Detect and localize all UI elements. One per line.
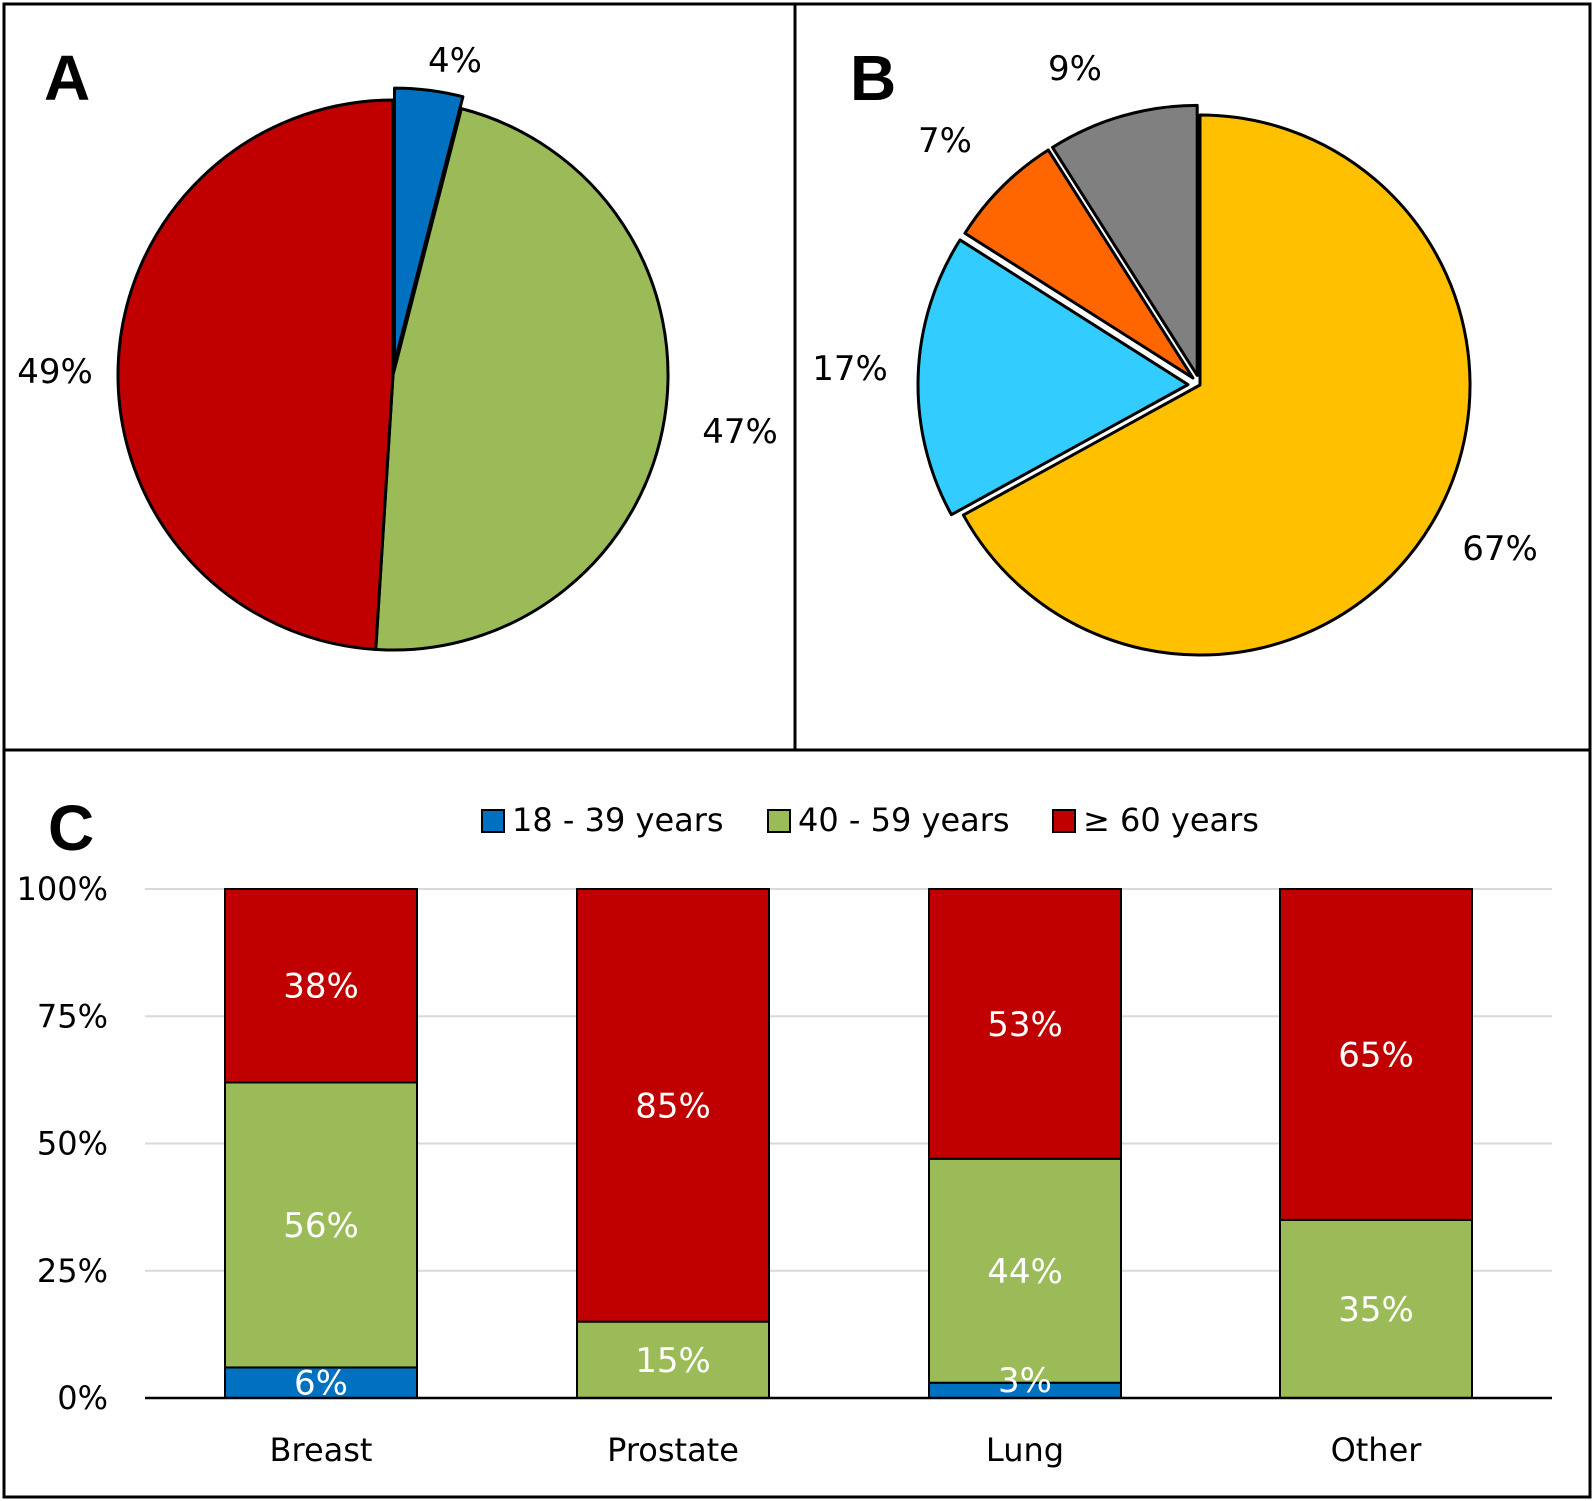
pie-slice-lung bbox=[963, 148, 1195, 380]
x-tick-label-lung: Lung bbox=[986, 1431, 1064, 1469]
legend-label-c-ge-60-years: ≥ 60 years bbox=[1083, 801, 1259, 839]
pie-label-other: 9% bbox=[1048, 49, 1102, 89]
axis-c: 0% 25% 50% 75% 100% Breast Prostate Lung Other bbox=[17, 870, 1552, 1469]
legend-c: 18 - 39 years 40 - 59 years ≥ 60 years bbox=[481, 801, 1259, 839]
y-tick-label: 75% bbox=[37, 997, 108, 1035]
pie-label-breast: 67% bbox=[1462, 529, 1538, 569]
legend-swatch-c-18-39-years bbox=[481, 809, 505, 833]
pie-label-ge-60-years: 49% bbox=[17, 352, 93, 392]
x-tick-label-other: Other bbox=[1331, 1431, 1423, 1469]
bar-segment-other-ge-60-years bbox=[1279, 888, 1473, 1221]
panel-b: B 67% 17% 7% 9% bbox=[812, 42, 1538, 657]
y-tick-label: 25% bbox=[37, 1252, 108, 1290]
pie-slice-other bbox=[1051, 103, 1199, 377]
bar-label-other-ge-60-years: 65% bbox=[1338, 1035, 1414, 1075]
pie-slice-breast bbox=[961, 113, 1472, 657]
bar-segment-breast-40-59-years bbox=[224, 1081, 418, 1369]
bar-segment-lung-ge-60-years bbox=[928, 888, 1122, 1160]
panel-a: A 4% 47% 49% bbox=[17, 41, 778, 652]
pie-slice-ge-60-years bbox=[116, 98, 395, 651]
pie-slice-prostate bbox=[916, 238, 1190, 517]
bar-label-breast-ge-60-years: 38% bbox=[283, 967, 359, 1007]
legend-label-c-18-39-years: 18 - 39 years bbox=[512, 801, 724, 839]
pie-label-18-39-years: 4% bbox=[428, 41, 482, 81]
panel-c: C 18 - 39 years 40 - 59 years ≥ 60 years 6… bbox=[17, 792, 1552, 1469]
panel-letter-c: C bbox=[48, 792, 94, 864]
bar-label-lung-18-39-years: 3% bbox=[998, 1361, 1052, 1401]
pie-label-40-59-years: 47% bbox=[702, 412, 778, 452]
pie-label-lung: 7% bbox=[918, 121, 972, 161]
legend-label-c-40-59-years: 40 - 59 years bbox=[798, 801, 1010, 839]
y-tick-label: 50% bbox=[37, 1125, 108, 1163]
bar-label-lung-ge-60-years: 53% bbox=[987, 1005, 1063, 1045]
y-tick-label: 100% bbox=[17, 870, 108, 908]
bar-chart-c: 6%56%38%15%85%3%44%53%35%65% bbox=[224, 888, 1473, 1404]
x-tick-label-breast: Breast bbox=[270, 1431, 373, 1469]
panel-letter-a: A bbox=[44, 42, 90, 114]
legend-swatch-c-40-59-years bbox=[767, 809, 791, 833]
pie-slice-18-39-years bbox=[393, 86, 465, 365]
pie-slice-40-59-years bbox=[374, 107, 670, 652]
bar-label-prostate-40-59-years: 15% bbox=[635, 1341, 711, 1381]
bar-segment-lung-40-59-years bbox=[928, 1157, 1122, 1384]
panel-letter-b: B bbox=[850, 42, 896, 114]
bar-label-other-40-59-years: 35% bbox=[1338, 1290, 1414, 1330]
pie-chart-a: 4% 47% 49% bbox=[17, 41, 778, 652]
legend-swatch-c-ge-60-years bbox=[1052, 809, 1076, 833]
y-tick-label: 0% bbox=[57, 1379, 108, 1417]
bar-segment-prostate-ge-60-years bbox=[576, 888, 770, 1323]
bar-label-lung-40-59-years: 44% bbox=[987, 1252, 1063, 1292]
bar-segment-breast-ge-60-years bbox=[224, 888, 418, 1084]
bar-label-prostate-ge-60-years: 85% bbox=[635, 1086, 711, 1126]
pie-chart-b: 67% 17% 7% 9% bbox=[812, 49, 1538, 657]
pie-label-prostate: 17% bbox=[812, 349, 888, 389]
bar-label-breast-40-59-years: 56% bbox=[283, 1206, 359, 1246]
x-tick-label-prostate: Prostate bbox=[607, 1431, 739, 1469]
bar-segment-other-40-59-years bbox=[1279, 1218, 1473, 1399]
